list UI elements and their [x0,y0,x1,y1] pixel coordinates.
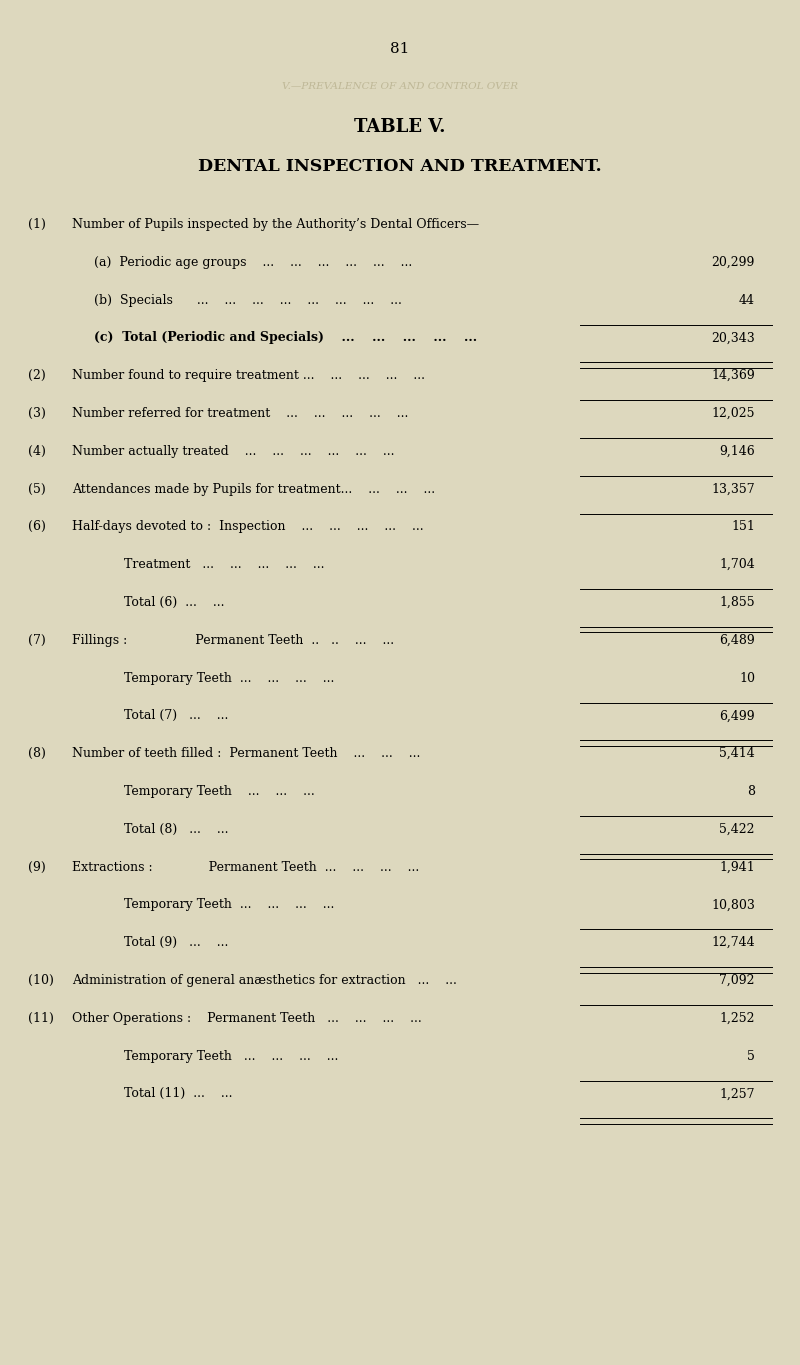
Text: 6,489: 6,489 [719,633,755,647]
Text: Temporary Teeth   ...    ...    ...    ...: Temporary Teeth ... ... ... ... [124,1050,338,1062]
Text: 1,704: 1,704 [719,558,755,571]
Text: 12,744: 12,744 [711,936,755,949]
Text: 13,357: 13,357 [711,483,755,495]
Text: (9): (9) [28,860,46,874]
Text: DENTAL INSPECTION AND TREATMENT.: DENTAL INSPECTION AND TREATMENT. [198,158,602,175]
Text: 10: 10 [739,672,755,685]
Text: Other Operations :    Permanent Teeth   ...    ...    ...    ...: Other Operations : Permanent Teeth ... .… [72,1011,422,1025]
Text: Total (9)   ...    ...: Total (9) ... ... [124,936,228,949]
Text: (11): (11) [28,1011,54,1025]
Text: 20,343: 20,343 [711,332,755,344]
Text: 14,369: 14,369 [711,369,755,382]
Text: 8: 8 [747,785,755,799]
Text: 6,499: 6,499 [719,710,755,722]
Text: (c)  Total (Periodic and Specials)    ...    ...    ...    ...    ...: (c) Total (Periodic and Specials) ... ..… [94,332,477,344]
Text: Number of teeth filled :  Permanent Teeth    ...    ...    ...: Number of teeth filled : Permanent Teeth… [72,747,420,760]
Text: Temporary Teeth  ...    ...    ...    ...: Temporary Teeth ... ... ... ... [124,672,334,685]
Text: (7): (7) [28,633,46,647]
Text: (4): (4) [28,445,46,457]
Text: Number of Pupils inspected by the Authority’s Dental Officers—: Number of Pupils inspected by the Author… [72,218,479,231]
Text: 1,257: 1,257 [719,1088,755,1100]
Text: 1,855: 1,855 [719,597,755,609]
Text: 44: 44 [739,293,755,307]
Text: (6): (6) [28,520,46,534]
Text: Extractions :              Permanent Teeth  ...    ...    ...    ...: Extractions : Permanent Teeth ... ... ..… [72,860,419,874]
Text: (5): (5) [28,483,46,495]
Text: (10): (10) [28,975,54,987]
Text: Total (8)   ...    ...: Total (8) ... ... [124,823,229,835]
Text: Number found to require treatment ...    ...    ...    ...    ...: Number found to require treatment ... ..… [72,369,425,382]
Text: Treatment   ...    ...    ...    ...    ...: Treatment ... ... ... ... ... [124,558,325,571]
Text: 20,299: 20,299 [712,255,755,269]
Text: Total (7)   ...    ...: Total (7) ... ... [124,710,228,722]
Text: V.—PREVALENCE OF AND CONTROL OVER: V.—PREVALENCE OF AND CONTROL OVER [282,82,518,91]
Text: 5: 5 [747,1050,755,1062]
Text: 81: 81 [390,42,410,56]
Text: Total (6)  ...    ...: Total (6) ... ... [124,597,225,609]
Text: (b)  Specials      ...    ...    ...    ...    ...    ...    ...    ...: (b) Specials ... ... ... ... ... ... ...… [94,293,402,307]
Text: (a)  Periodic age groups    ...    ...    ...    ...    ...    ...: (a) Periodic age groups ... ... ... ... … [94,255,412,269]
Text: Administration of general anæsthetics for extraction   ...    ...: Administration of general anæsthetics fo… [72,975,457,987]
Text: 5,422: 5,422 [719,823,755,835]
Text: Total (11)  ...    ...: Total (11) ... ... [124,1088,233,1100]
Text: 10,803: 10,803 [711,898,755,912]
Text: Number referred for treatment    ...    ...    ...    ...    ...: Number referred for treatment ... ... ..… [72,407,408,420]
Text: 1,252: 1,252 [719,1011,755,1025]
Text: Half-days devoted to :  Inspection    ...    ...    ...    ...    ...: Half-days devoted to : Inspection ... ..… [72,520,424,534]
Text: TABLE V.: TABLE V. [354,117,446,136]
Text: Fillings :                 Permanent Teeth  ..   ..    ...    ...: Fillings : Permanent Teeth .. .. ... ... [72,633,394,647]
Text: 151: 151 [731,520,755,534]
Text: Attendances made by Pupils for treatment...    ...    ...    ...: Attendances made by Pupils for treatment… [72,483,435,495]
Text: 12,025: 12,025 [711,407,755,420]
Text: Temporary Teeth    ...    ...    ...: Temporary Teeth ... ... ... [124,785,314,799]
Text: (2): (2) [28,369,46,382]
Text: 5,414: 5,414 [719,747,755,760]
Text: Number actually treated    ...    ...    ...    ...    ...    ...: Number actually treated ... ... ... ... … [72,445,394,457]
Text: 9,146: 9,146 [719,445,755,457]
Text: (1): (1) [28,218,46,231]
Text: 7,092: 7,092 [719,975,755,987]
Text: Temporary Teeth  ...    ...    ...    ...: Temporary Teeth ... ... ... ... [124,898,334,912]
Text: (8): (8) [28,747,46,760]
Text: 1,941: 1,941 [719,860,755,874]
Text: (3): (3) [28,407,46,420]
